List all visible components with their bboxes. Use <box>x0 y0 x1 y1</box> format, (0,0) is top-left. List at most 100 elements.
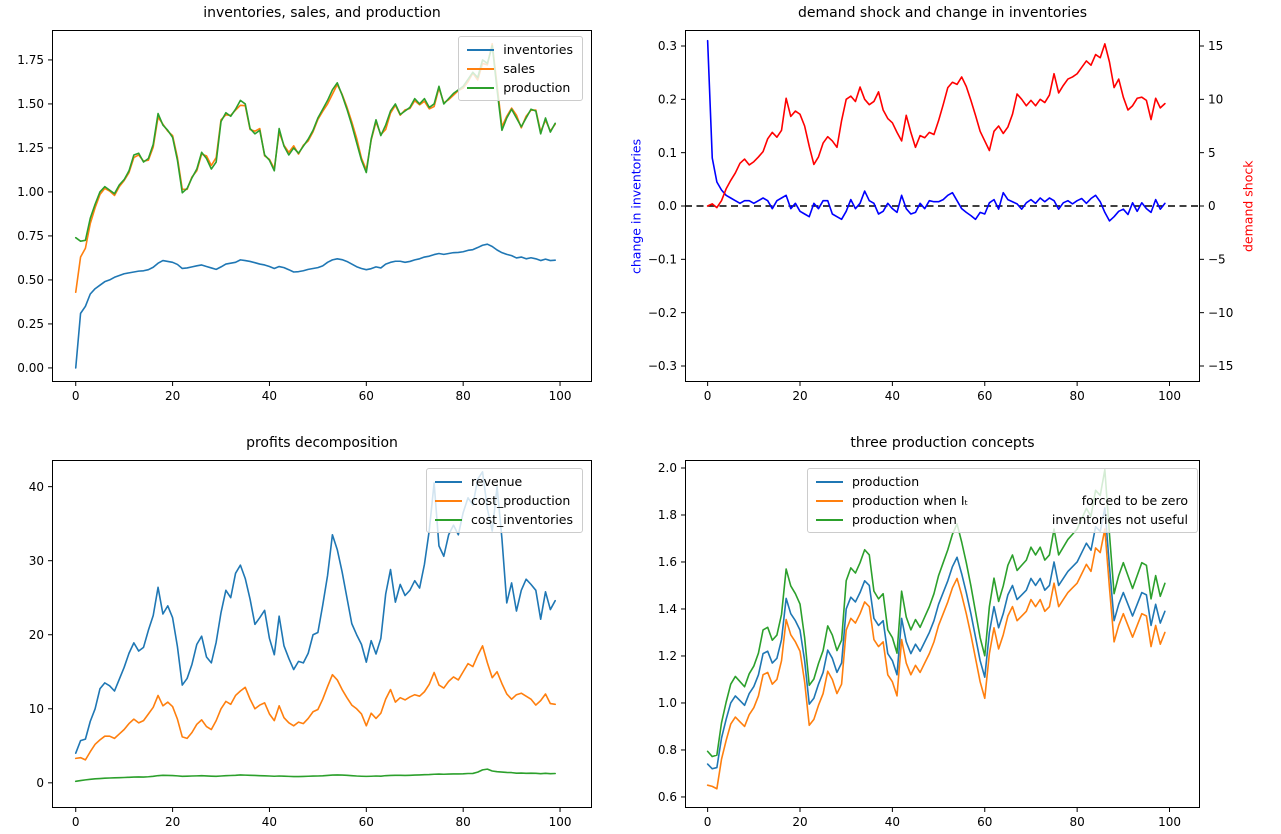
legend-label: inventories <box>503 42 573 57</box>
axes-frame <box>685 30 1200 382</box>
right-y-tick-label: −5 <box>1208 253 1226 267</box>
x-tick-label: 80 <box>456 389 471 403</box>
chart-title-three-production-concepts: three production concepts <box>850 435 1035 451</box>
legend-swatch-cost-production <box>435 499 463 502</box>
x-tick-label: 40 <box>262 815 277 829</box>
legend-item: production <box>816 474 1188 489</box>
legend-item: production when inventories not useful <box>816 512 1188 527</box>
legend-item: production when Iₜ forced to be zero <box>816 493 1188 508</box>
x-tick-label: 60 <box>359 815 374 829</box>
right-y-tick-label: −10 <box>1208 306 1233 320</box>
legend-swatch-production-when <box>816 518 843 521</box>
y-tick-label: −0.2 <box>648 306 677 320</box>
chart-title-profits-decomposition: profits decomposition <box>246 435 398 451</box>
right-y-tick-label: 5 <box>1208 146 1216 160</box>
series-cost-inventories <box>74 768 556 783</box>
x-tick-label: 60 <box>977 815 992 829</box>
axes: 0 20 40 60 80 100 0.00 0.25 0.50 0.75 1.00 1.25 1.50… <box>17 53 571 403</box>
y-tick-label: 1.2 <box>658 649 677 663</box>
series-cost-production <box>74 645 556 761</box>
panel-inventories-sales-production: 0 20 40 60 80 100 0.00 0.25 0.50 0.75 1.00 1.25 1.50… <box>17 30 592 403</box>
y-tick-label: 40 <box>29 480 44 494</box>
y-tick-label: 0.75 <box>17 229 44 243</box>
y-tick-label: 0.8 <box>658 743 677 757</box>
legend-label: revenue <box>471 474 523 489</box>
x-tick-label: 100 <box>549 389 572 403</box>
y-tick-label: 1.0 <box>658 696 677 710</box>
legend-label: production when <box>852 512 957 527</box>
y-tick-label: 1.00 <box>17 185 44 199</box>
y-tick-label: 0.25 <box>17 317 44 331</box>
legend-item: cost_production <box>435 493 573 508</box>
panel-profits-decomposition: 0 20 40 60 80 100 0 10 20 30 40 revenue cost_produc… <box>29 460 592 829</box>
legend-item: revenue <box>435 474 573 489</box>
x-tick-label: 20 <box>165 389 180 403</box>
series-production-when-inventories-forced-to-zero <box>706 528 1166 790</box>
plot-area-profits-decomposition: 0 20 40 60 80 100 0 10 20 30 40 <box>29 460 592 829</box>
series-inventories <box>74 243 556 369</box>
legend-item: cost_inventories <box>435 512 573 527</box>
right-y-tick-label: 0 <box>1208 199 1216 213</box>
legend: inventories sales production <box>458 36 583 101</box>
legend: production production when Iₜ forced to be… <box>807 468 1198 533</box>
right-y-tick-label: 10 <box>1208 93 1223 107</box>
axes: 0 20 40 60 80 100 0 10 20 30 40 <box>29 480 572 829</box>
x-tick-label: 20 <box>792 815 807 829</box>
y-tick-label: 0 <box>36 776 44 790</box>
x-tick-label: 40 <box>262 389 277 403</box>
y-tick-label: 2.0 <box>658 461 677 475</box>
x-tick-label: 40 <box>885 815 900 829</box>
x-tick-label: 100 <box>1158 815 1181 829</box>
x-tick-label: 60 <box>359 389 374 403</box>
legend-label: production when Iₜ <box>852 493 969 508</box>
y-tick-label: 0.50 <box>17 273 44 287</box>
y-tick-label: 1.50 <box>17 97 44 111</box>
y-tick-label: 0.2 <box>658 93 677 107</box>
y-tick-label: 1.75 <box>17 53 44 67</box>
axes-frame <box>52 30 592 382</box>
y-tick-label: 30 <box>29 554 44 568</box>
legend-swatch-production <box>467 86 495 89</box>
legend-label: production <box>852 474 920 489</box>
legend-swatch-revenue <box>435 480 463 483</box>
panel-demand-shock: 0 20 40 60 80 100 −0.3 −0.2 −0.1 0.0 0.1 0.2 0.3 −15−… <box>648 30 1233 403</box>
y-axis-label-demand-shock: demand shock <box>1240 160 1256 252</box>
legend-swatch-production-when-i- <box>816 499 843 502</box>
legend-label: production <box>503 80 571 95</box>
x-tick-label: 20 <box>165 815 180 829</box>
legend-swatch-inventories <box>467 48 495 51</box>
y-tick-label: 1.8 <box>658 508 677 522</box>
legend: revenue cost_production cost_inventories <box>426 468 583 533</box>
axes: 0 20 40 60 80 100 0.6 0.8 1.0 1.2 1.4 1.6 1.8 2.0 <box>658 461 1181 829</box>
y-tick-label: 1.25 <box>17 141 44 155</box>
legend-item: inventories <box>467 42 573 57</box>
y-axis-label-change-in-inventories: change in inventories <box>628 138 644 274</box>
y-tick-label: 0.00 <box>17 361 44 375</box>
chart-title-inventories-sales-production: inventories, sales, and production <box>203 5 441 21</box>
panel-three-production-concepts: 0 20 40 60 80 100 0.6 0.8 1.0 1.2 1.4 1.6 1.8 2.0 pro… <box>658 460 1200 829</box>
right-y-tick-label: 15 <box>1208 39 1223 53</box>
axes: 0 20 40 60 80 100−0.3−0.2−0.10.00.10.20.3−15−… <box>648 39 1233 403</box>
y-tick-label: 0.6 <box>658 790 677 804</box>
axes-frame <box>52 460 592 808</box>
y-tick-label: 1.6 <box>658 555 677 569</box>
series-production <box>706 507 1166 770</box>
x-tick-label: 0 <box>72 815 80 829</box>
x-tick-label: 0 <box>704 389 712 403</box>
x-tick-label: 80 <box>1069 389 1084 403</box>
series-change-in-inventories <box>706 39 1166 222</box>
x-tick-label: 60 <box>977 389 992 403</box>
legend-item: sales <box>467 61 573 76</box>
legend-swatch-production <box>816 480 843 483</box>
x-tick-label: 40 <box>885 389 900 403</box>
right-y-tick-label: −15 <box>1208 359 1233 373</box>
x-tick-label: 0 <box>704 815 712 829</box>
legend-item: production <box>467 80 573 95</box>
y-tick-label: 1.4 <box>658 602 677 616</box>
legend-label: cost_inventories <box>471 512 573 527</box>
plot-area-demand-shock: 0 20 40 60 80 100−0.3−0.2−0.10.00.10.20.3−15−… <box>648 30 1233 403</box>
series-demand-shock <box>706 43 1166 209</box>
x-tick-label: 0 <box>72 389 80 403</box>
legend-label: cost_production <box>471 493 571 508</box>
x-tick-label: 20 <box>792 389 807 403</box>
